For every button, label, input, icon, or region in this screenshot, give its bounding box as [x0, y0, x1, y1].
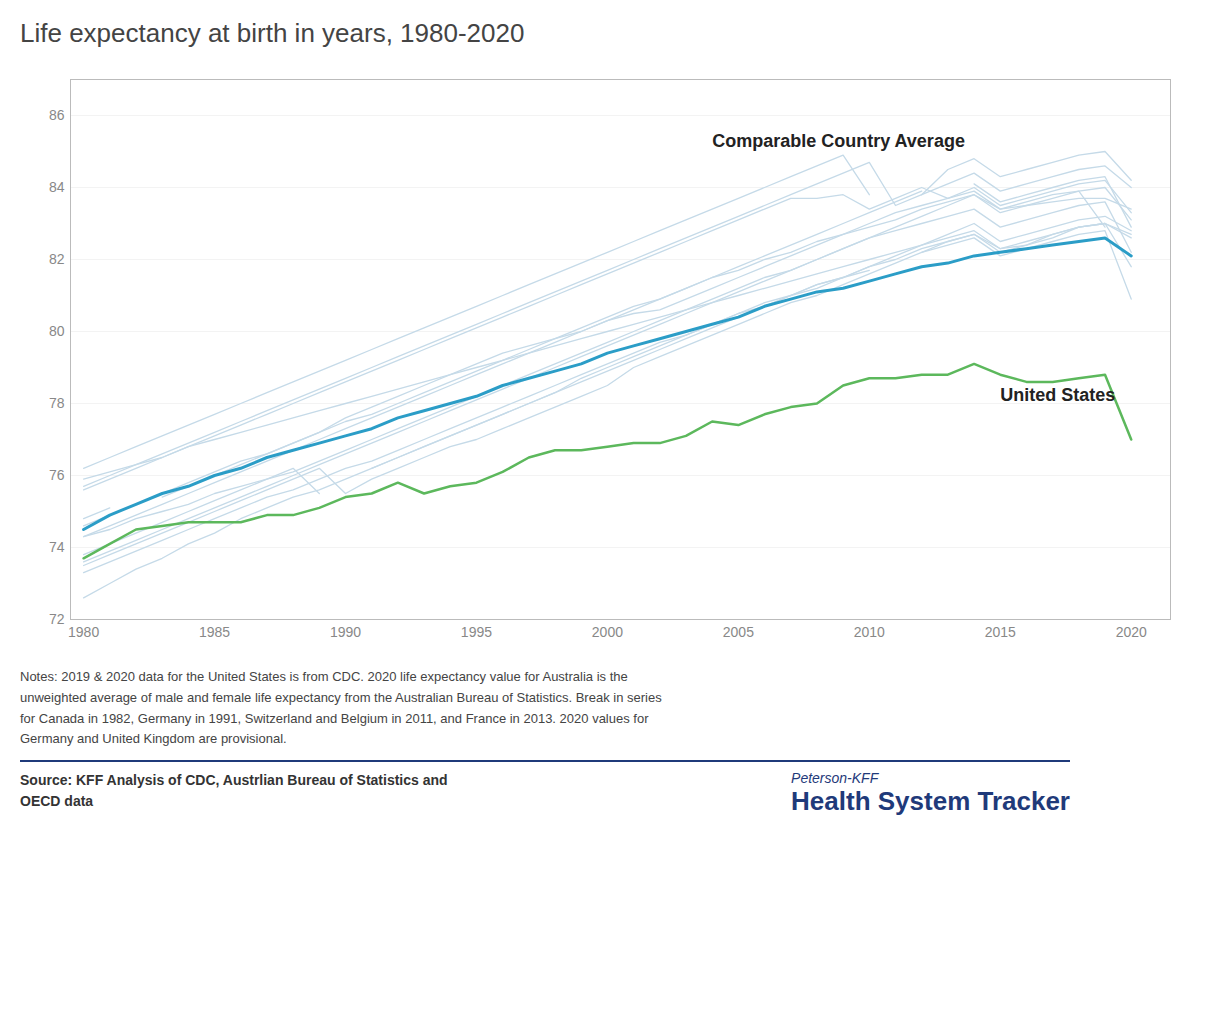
svg-text:82: 82: [49, 251, 65, 267]
html-text:Notes: 2019 & 2020 data for th: Notes: 2019 & 2020 data for the United S…: [20, 669, 662, 747]
svg-text:Comparable Country Average: Comparable Country Average: [712, 131, 965, 151]
html-text:Life expectancy at birth in ye: Life expectancy at birth in years, 1980-…: [20, 18, 525, 48]
svg-text:1985: 1985: [199, 624, 230, 640]
svg-text:86: 86: [49, 107, 65, 123]
svg-text:2015: 2015: [985, 624, 1016, 640]
svg-text:1995: 1995: [461, 624, 492, 640]
svg-text:United States: United States: [1000, 385, 1115, 405]
svg-text:2010: 2010: [854, 624, 885, 640]
svg-text:1980: 1980: [68, 624, 99, 640]
svg-text:2020: 2020: [1116, 624, 1147, 640]
svg-text:74: 74: [49, 539, 65, 555]
svg-text:84: 84: [49, 179, 65, 195]
html-text:Peterson-KFF: Peterson-KFF: [791, 770, 879, 787]
html-text:Health System Tracker: Health System Tracker: [791, 786, 1070, 817]
svg-text:2005: 2005: [723, 624, 754, 640]
svg-text:76: 76: [49, 467, 65, 483]
svg-text:72: 72: [49, 611, 65, 627]
svg-text:1990: 1990: [330, 624, 361, 640]
html-text:Source: KFF Analysis of CDC, A: Source: KFF Analysis of CDC, Austrlian B…: [20, 772, 448, 810]
svg-text:80: 80: [49, 323, 65, 339]
svg-text:2000: 2000: [592, 624, 623, 640]
svg-text:78: 78: [49, 395, 65, 411]
